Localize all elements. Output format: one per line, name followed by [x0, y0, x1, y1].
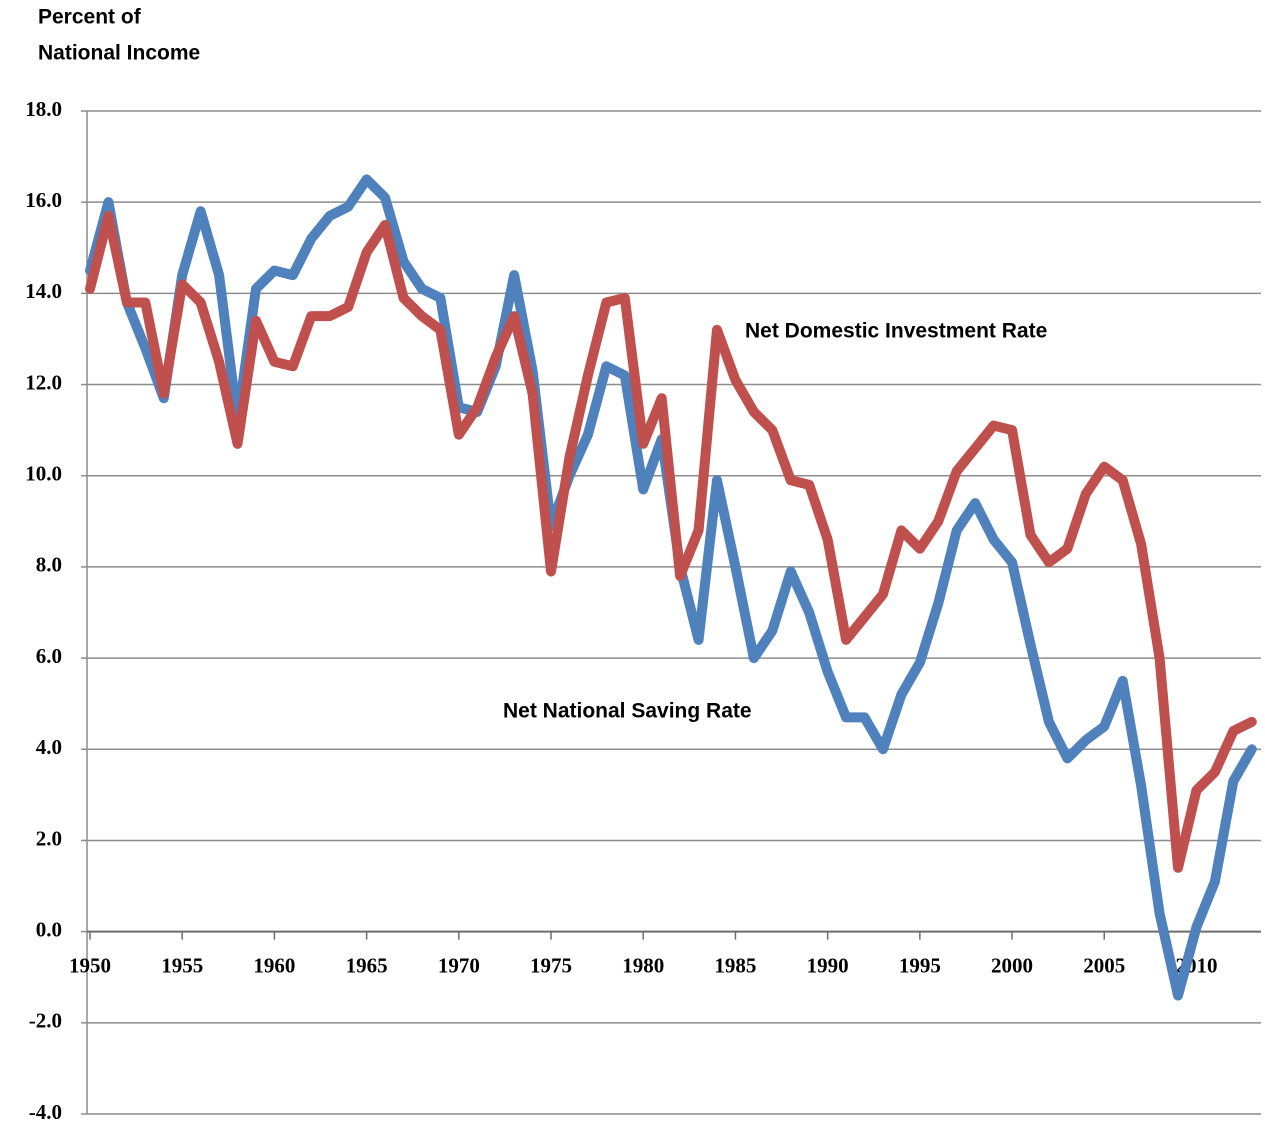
y-tick-label: 8.0 [36, 553, 62, 577]
y-tick-label: 14.0 [25, 279, 62, 303]
y-tick-label: 2.0 [36, 826, 62, 850]
y-tick-label: -2.0 [29, 1009, 62, 1033]
series-label: Net National Saving Rate [503, 700, 752, 723]
y-tick-label: 16.0 [25, 188, 62, 212]
x-tick-label: 1950 [69, 953, 111, 977]
series-line [85, 210, 1257, 873]
y-axis-label: National Income [38, 42, 200, 65]
x-tick-label: 1975 [530, 953, 572, 977]
y-tick-label: 4.0 [36, 735, 62, 759]
x-tick-label: 1980 [622, 953, 664, 977]
y-tick-label: 10.0 [25, 462, 62, 486]
y-axis-label: Percent of [38, 6, 142, 29]
x-tick-label: 1995 [899, 953, 941, 977]
y-tick-label: 12.0 [25, 370, 62, 394]
x-tick-label: 1955 [161, 953, 203, 977]
y-tick-label: -4.0 [29, 1100, 62, 1124]
x-tick-label: 1965 [346, 953, 388, 977]
y-tick-label: 6.0 [36, 644, 62, 668]
y-tick-label: 0.0 [36, 917, 62, 941]
x-tick-label: 2000 [991, 953, 1033, 977]
x-tick-label: 1990 [807, 953, 849, 977]
x-tick-label: 2005 [1083, 953, 1125, 977]
series-line [85, 174, 1257, 1001]
x-tick-label: 1960 [253, 953, 295, 977]
x-tick-label: 1985 [714, 953, 756, 977]
x-tick-label: 1970 [438, 953, 480, 977]
y-tick-label: 18.0 [25, 97, 62, 121]
series-label: Net Domestic Investment Rate [745, 320, 1047, 343]
